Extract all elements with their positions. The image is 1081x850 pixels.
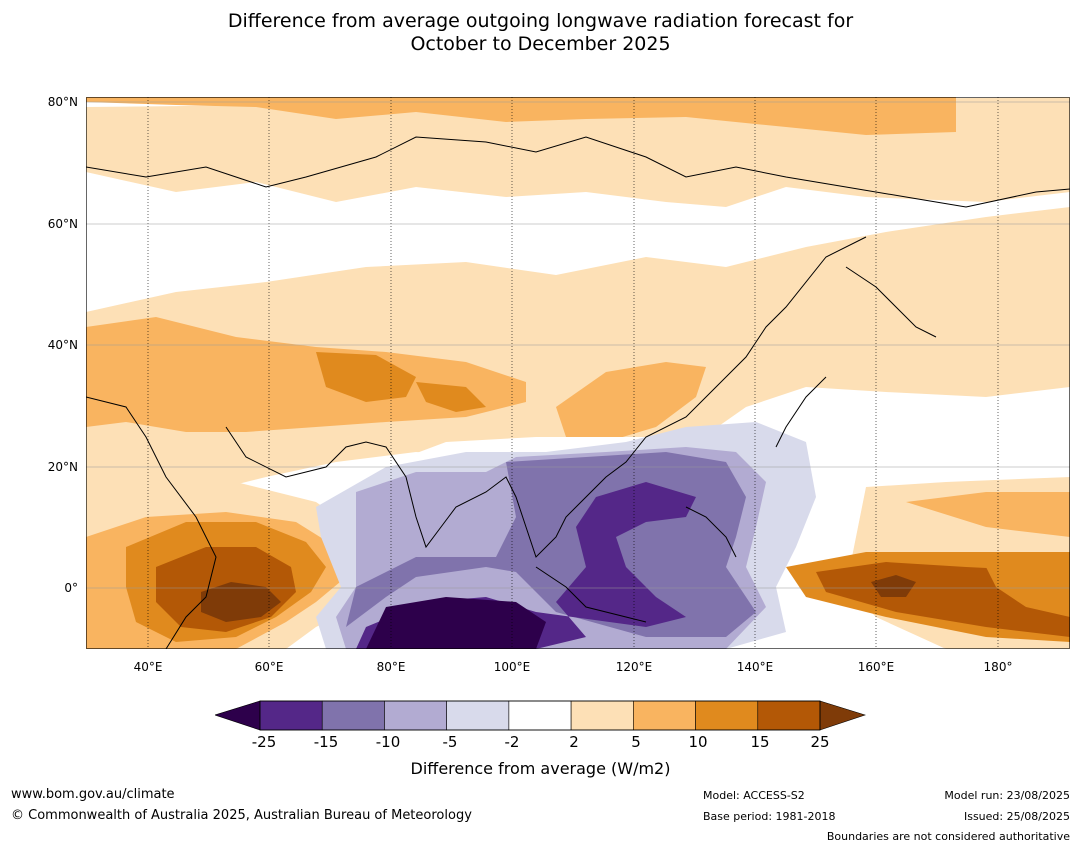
colorbar-cell [321,700,385,731]
anomaly-region-eurasia [86,207,1070,507]
lon-label-60e: 60°E [254,660,284,674]
lon-label-160e: 160°E [857,660,895,674]
anomaly-region-himalaya [416,382,486,412]
lon-label-140e: 140°E [736,660,774,674]
colorbar [215,700,866,731]
colorbar-tick-label: 5 [631,733,641,751]
chart-title: Difference from average outgoing longwav… [0,10,1081,56]
colorbar-tick-label: 15 [750,733,770,751]
colorbar-high-extend [819,700,866,731]
lon-label-100e: 100°E [493,660,531,674]
model-text: Model: ACCESS-S2 [703,789,805,802]
title-line-1: Difference from average outgoing longwav… [227,10,854,32]
anomaly-region-pacific-max [871,575,916,597]
anomaly-region-middle-east [86,317,526,432]
lat-label-equator: 0° [64,581,78,595]
colorbar-tick-label: -10 [375,733,401,751]
colorbar-tick-label: -2 [504,733,520,751]
base-period-text: Base period: 1981-2018 [703,810,836,823]
colorbar-frame [259,700,821,731]
anomaly-region-indian-ocean-max [201,582,281,622]
colorbar-cell [570,700,634,731]
map-frame [86,97,1070,649]
colorbar-tick-label: 2 [569,733,579,751]
colorbar-cells [259,700,821,731]
title-line-2: October to December 2025 [410,33,671,55]
issued-text: Issued: 25/08/2025 [963,810,1070,823]
colorbar-tick-label: -5 [442,733,458,751]
lon-label-180: 180° [983,660,1013,674]
copyright-text: © Commonwealth of Australia 2025, Austra… [11,808,472,823]
lat-label-80n: 80°N [47,95,78,109]
colorbar-cell [446,700,510,731]
model-run-text: Model run: 23/08/2025 [944,789,1070,802]
colorbar-title: Difference from average (W/m2) [410,759,671,778]
anomaly-region-pacific-orange [906,492,1070,537]
lon-label-80e: 80°E [376,660,406,674]
colorbar-tick-label: -15 [313,733,339,751]
colorbar-cell [259,700,323,731]
anomaly-region-arctic-strong [86,97,956,135]
graticule [147,97,999,649]
disclaimer-text: Boundaries are not considered authoritat… [826,830,1070,843]
lat-label-40n: 40°N [47,338,78,352]
anomaly-region-indian-ocean-min [366,597,546,649]
website-link[interactable]: www.bom.gov.au/climate [11,787,175,802]
lon-label-40e: 40°E [133,660,163,674]
anomaly-region-china [556,362,706,442]
colorbar-low-extend [215,700,261,731]
colorbar-tick-label: 25 [810,733,830,751]
colorbar-cell [757,700,821,731]
lon-label-120e: 120°E [615,660,653,674]
coastlines [86,136,1070,649]
colorbar-cell [508,700,572,731]
map-canvas [86,97,1070,649]
colorbar-tick-label: 10 [688,733,708,751]
olr-anomaly-map [86,97,1070,649]
colorbar-cell [695,700,759,731]
colorbar-cell [633,700,696,731]
colorbar-tick-label: -25 [251,733,277,751]
lat-label-20n: 20°N [47,460,78,474]
lat-label-60n: 60°N [47,217,78,231]
latitude-lines [86,101,1070,589]
colorbar-cell [384,700,447,731]
